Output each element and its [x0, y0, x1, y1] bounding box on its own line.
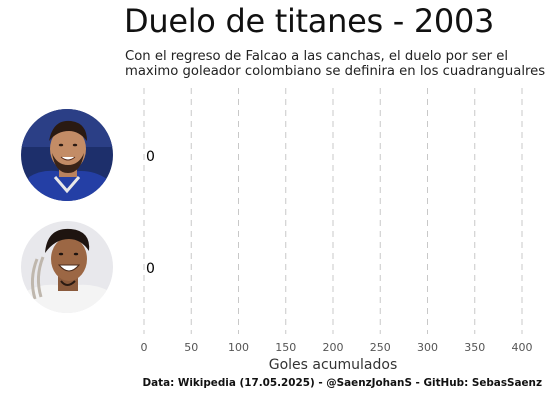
x-tick-label: 400: [512, 341, 533, 354]
x-tick-label: 350: [464, 341, 485, 354]
bar-value-label: 0: [146, 261, 155, 277]
subtitle-line-1: Con el regreso de Falcao a las canchas, …: [125, 49, 509, 64]
x-tick-labels: 0 50 100 150 200 250 300 350 400: [141, 341, 533, 354]
x-tick-label: 50: [184, 341, 198, 354]
subtitle-line-2: maximo goleador colombiano se definira e…: [125, 64, 546, 79]
bars: 00: [146, 149, 155, 277]
bar-value-label: 0: [146, 149, 155, 165]
x-tick-label: 300: [417, 341, 438, 354]
player-1-photo-icon: [15, 107, 119, 207]
chart-caption: Data: Wikipedia (17.05.2025) - @SaenzJoh…: [142, 377, 542, 389]
x-tick-label: 200: [323, 341, 344, 354]
x-tick-label: 250: [370, 341, 391, 354]
gridlines: [143, 88, 523, 334]
chart-subtitle: Con el regreso de Falcao a las canchas, …: [125, 49, 550, 79]
player-2-photo-icon: [15, 219, 119, 319]
x-tick-label: 100: [228, 341, 249, 354]
x-tick-label: 150: [275, 341, 296, 354]
x-tick-label: 0: [141, 341, 148, 354]
chart-title: Duelo de titanes - 2003: [124, 2, 495, 40]
x-axis-label: Goles acumulados: [269, 357, 398, 373]
